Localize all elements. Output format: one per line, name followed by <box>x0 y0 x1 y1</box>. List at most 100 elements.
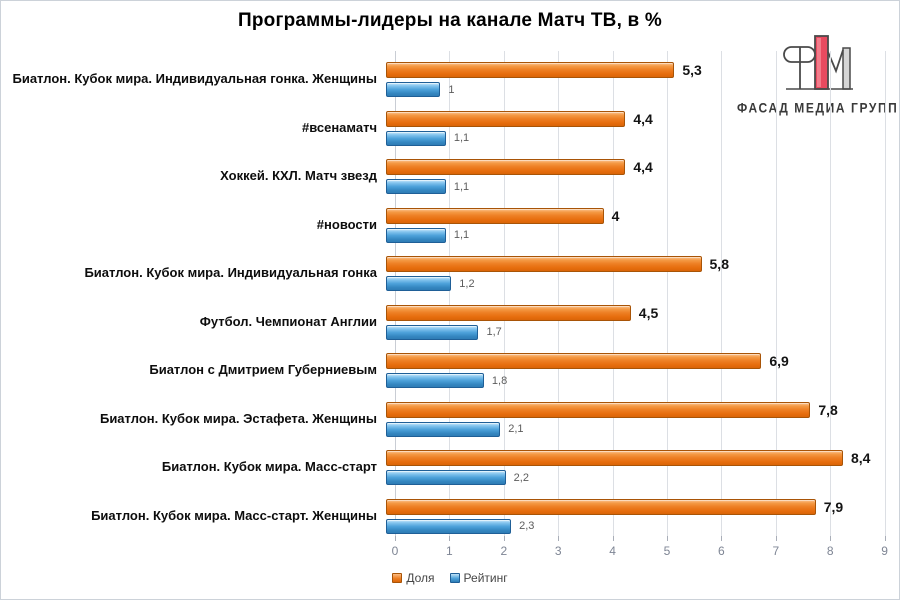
axis-tick-x3 <box>558 536 560 541</box>
category-label: Биатлон с Дмитрием Губерниевым <box>149 362 377 378</box>
gridline-x3 <box>558 51 560 536</box>
share-bar: 8,4 <box>386 450 870 466</box>
company-logo: ФАСАД МЕДИА ГРУПП <box>737 27 899 117</box>
gridline-x8 <box>830 51 832 536</box>
rating-bar: 2,2 <box>386 470 529 485</box>
chart-legend: Доля Рейтинг <box>1 571 899 585</box>
share-value-label: 4,5 <box>638 304 659 321</box>
x-axis-label: 2 <box>500 544 508 558</box>
logo-text: ФАСАД МЕДИА ГРУПП <box>737 99 899 117</box>
rating-bar: 1,1 <box>386 227 469 243</box>
legend-label: Рейтинг <box>463 571 508 585</box>
rating-value-label: 2,3 <box>519 520 535 532</box>
legend-swatch <box>392 573 403 583</box>
bar-group: 6,9 1,8 <box>386 342 899 391</box>
bar-group: 4,4 1,1 <box>386 100 899 149</box>
bar-group: 4,4 1,1 <box>386 148 899 197</box>
x-axis-label: 4 <box>609 544 616 558</box>
gridline-x4 <box>612 51 614 536</box>
share-value-label: 7,9 <box>823 498 844 515</box>
chart-row: Хоккей. КХЛ. Матч звезд 4,4 1,1 <box>1 148 899 197</box>
legend-item-share: Доля <box>392 571 435 585</box>
bar-group: 7,8 2,1 <box>386 391 899 440</box>
share-bar: 5,3 <box>386 62 702 78</box>
rating-bar: 2,3 <box>386 518 534 534</box>
bar-group: 8,4 2,2 <box>386 439 899 488</box>
category-label: Биатлон. Кубок мира. Масс-старт. Женщины <box>91 507 377 523</box>
x-axis-label: 6 <box>718 544 725 558</box>
axis-tick-x2 <box>503 536 505 541</box>
share-bar: 4 <box>386 207 619 224</box>
share-value-label: 8,4 <box>850 450 871 466</box>
share-value-label: 6,9 <box>769 353 789 369</box>
rating-value-label: 1,1 <box>453 180 470 193</box>
rating-bar: 1,2 <box>386 276 475 291</box>
share-value-label: 5,8 <box>709 256 729 272</box>
chart-title: Программы-лидеры на канале Матч ТВ, в % <box>238 10 662 31</box>
rating-value-label: 2,2 <box>513 471 529 484</box>
gridline-x7 <box>775 51 777 536</box>
axis-tick-x5 <box>667 536 668 541</box>
share-value-label: 4,4 <box>633 159 653 175</box>
category-label: #всенаматч <box>301 119 377 135</box>
share-bar: 6,9 <box>386 353 789 369</box>
rating-value-label: 1,7 <box>486 326 502 338</box>
rating-bar: 2,1 <box>386 421 524 437</box>
bar-group: 4 1,1 <box>386 197 899 246</box>
rating-value-label: 1,1 <box>453 229 470 241</box>
chart-row: Биатлон. Кубок мира. Масс-старт 8,4 2,2 <box>1 439 899 488</box>
category-label: Биатлон. Кубок мира. Эстафета. Женщины <box>99 410 377 426</box>
bar-group: 5,8 1,2 <box>386 245 899 294</box>
gridline-x1 <box>449 51 451 536</box>
category-label: Биатлон. Кубок мира. Масс-старт <box>161 459 377 475</box>
x-axis-label: 5 <box>663 544 671 558</box>
x-axis-label: 3 <box>554 544 562 558</box>
bar-group: 7,9 2,3 <box>386 488 899 537</box>
axis-tick-x7 <box>775 536 777 541</box>
chart-row: #новости 4 1,1 <box>1 197 899 246</box>
category-label: #новости <box>316 216 377 232</box>
chart-rows: Биатлон. Кубок мира. Индивидуальная гонк… <box>1 51 899 537</box>
chart-row: #всенаматч 4,4 1,1 <box>1 100 899 149</box>
x-axis-label: 8 <box>826 544 834 558</box>
legend-swatch <box>449 573 460 583</box>
rating-value-label: 1,8 <box>491 374 508 387</box>
category-label: Биатлон. Кубок мира. Индивидуальная гонк… <box>12 71 377 87</box>
share-bar: 7,9 <box>386 498 843 515</box>
x-axis-label: 7 <box>772 544 780 558</box>
axis-tick-x1 <box>449 536 451 541</box>
bar-group: 4,5 1,7 <box>386 294 899 343</box>
gridline-x2 <box>503 51 505 536</box>
logo-glyph <box>783 35 853 90</box>
gridline-x0 <box>395 51 396 536</box>
rating-bar: 1,1 <box>386 130 469 146</box>
chart-row: Биатлон. Кубок мира. Масс-старт. Женщины… <box>1 488 899 537</box>
share-value-label: 7,8 <box>818 401 838 418</box>
share-value-label: 4 <box>611 207 620 224</box>
share-value-label: 5,3 <box>682 62 702 78</box>
legend-label: Доля <box>406 571 435 585</box>
rating-value-label: 1,2 <box>459 277 475 290</box>
axis-tick-x8 <box>830 536 832 541</box>
x-axis-label: 1 <box>446 544 453 558</box>
chart-row: Биатлон. Кубок мира. Индивидуальная гонк… <box>1 245 899 294</box>
rating-bar: 1 <box>386 82 455 97</box>
share-bar: 4,5 <box>386 304 658 321</box>
chart-row: Биатлон. Кубок мира. Индивидуальная гонк… <box>1 51 899 100</box>
rating-bar: 1,1 <box>386 179 469 194</box>
share-value-label: 4,4 <box>633 110 653 127</box>
legend-item-rating: Рейтинг <box>449 571 508 585</box>
share-bar: 5,8 <box>386 256 729 272</box>
share-bar: 4,4 <box>386 159 653 175</box>
bar-group: 5,3 1 <box>386 51 899 100</box>
gridline-x5 <box>667 51 668 536</box>
axis-tick-x6 <box>721 536 723 541</box>
rating-value-label: 1,1 <box>453 132 470 144</box>
plot-gridlines <box>395 51 886 541</box>
axis-tick-x4 <box>612 536 614 541</box>
gridline-x9 <box>884 51 886 536</box>
chart-row: Биатлон с Дмитрием Губерниевым 6,9 1,8 <box>1 342 899 391</box>
share-bar: 4,4 <box>386 110 653 127</box>
chart-row: Биатлон. Кубок мира. Эстафета. Женщины 7,… <box>1 391 899 440</box>
